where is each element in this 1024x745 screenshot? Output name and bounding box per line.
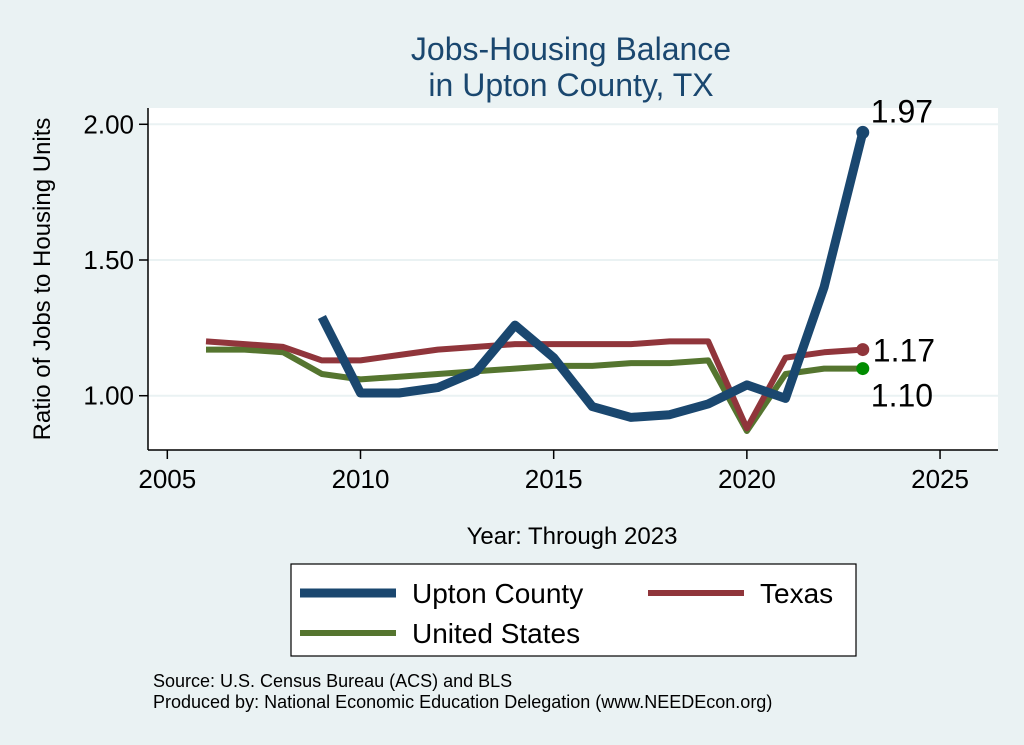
end-marker-us bbox=[856, 362, 870, 376]
legend-box bbox=[290, 563, 857, 657]
y-axis-ticks: 1.00 1.50 2.00 bbox=[83, 109, 148, 411]
end-label-upton: 1.97 bbox=[871, 93, 933, 129]
x-tick-label: 2010 bbox=[332, 464, 390, 494]
y-tick-label: 1.50 bbox=[83, 245, 134, 275]
x-tick-label: 2025 bbox=[911, 464, 969, 494]
chart-title-line1: Jobs-Housing Balance bbox=[411, 31, 731, 67]
y-axis-label: Ratio of Jobs to Housing Units bbox=[29, 118, 56, 441]
chart-title-line2: in Upton County, TX bbox=[428, 67, 713, 103]
end-label-texas: 1.17 bbox=[873, 333, 935, 369]
end-label-us: 1.10 bbox=[871, 378, 933, 414]
series-lines bbox=[205, 131, 868, 434]
legend-label-texas: Texas bbox=[760, 578, 833, 609]
x-axis-ticks: 2005 2010 2015 2020 2025 bbox=[138, 450, 969, 494]
x-tick-label: 2015 bbox=[525, 464, 583, 494]
series-end-markers: 1.97 1.17 1.10 bbox=[856, 93, 935, 414]
y-tick-label: 2.00 bbox=[83, 109, 134, 139]
y-tick-label: 1.00 bbox=[83, 381, 134, 411]
producer-note: Produced by: National Economic Education… bbox=[153, 692, 772, 712]
source-note: Source: U.S. Census Bureau (ACS) and BLS bbox=[153, 671, 512, 691]
legend: Upton County Texas United States bbox=[290, 563, 857, 657]
legend-label-upton: Upton County bbox=[412, 578, 583, 609]
end-marker-upton bbox=[856, 125, 870, 139]
end-marker-texas bbox=[856, 343, 870, 357]
x-axis-label: Year: Through 2023 bbox=[467, 523, 678, 550]
x-tick-label: 2020 bbox=[718, 464, 776, 494]
x-tick-label: 2005 bbox=[138, 464, 196, 494]
legend-label-us: United States bbox=[412, 618, 580, 649]
series-line-upton bbox=[317, 131, 868, 422]
grid-lines bbox=[148, 123, 998, 397]
